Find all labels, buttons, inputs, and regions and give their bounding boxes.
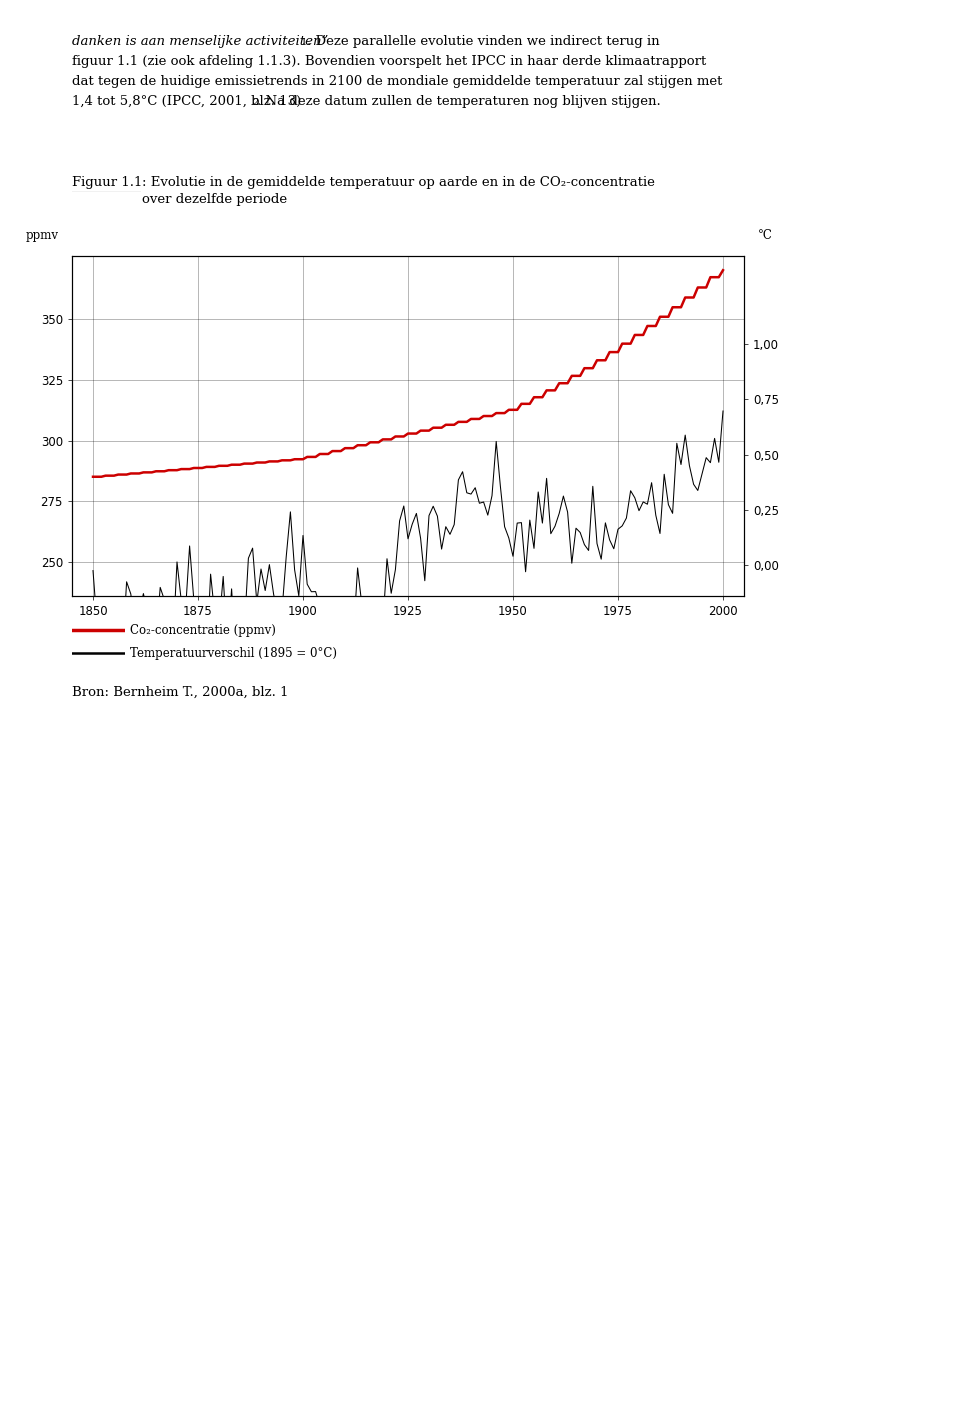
Text: Co₂-concentratie (ppmv): Co₂-concentratie (ppmv) xyxy=(130,623,276,638)
Text: Temperatuurverschil (1895 = 0°C): Temperatuurverschil (1895 = 0°C) xyxy=(130,646,337,660)
Text: . Deze parallelle evolutie vinden we indirect terug in: . Deze parallelle evolutie vinden we ind… xyxy=(307,36,660,48)
Text: Figuur 1.1: Figuur 1.1 xyxy=(72,176,142,189)
Text: dat tegen de huidige emissietrends in 2100 de mondiale gemiddelde temperatuur za: dat tegen de huidige emissietrends in 21… xyxy=(72,75,722,88)
Text: over dezelfde periode: over dezelfde periode xyxy=(142,193,287,206)
Text: figuur 1.1 (zie ook afdeling 1.1.3). Bovendien voorspelt het IPCC in haar derde : figuur 1.1 (zie ook afdeling 1.1.3). Bov… xyxy=(72,55,707,68)
Text: 1,4 tot 5,8°C (IPCC, 2001, blz. 13): 1,4 tot 5,8°C (IPCC, 2001, blz. 13) xyxy=(72,95,301,108)
Text: °C: °C xyxy=(757,229,772,241)
Text: 2: 2 xyxy=(252,98,259,106)
Text: : Evolutie in de gemiddelde temperatuur op aarde en in de CO₂-concentratie: : Evolutie in de gemiddelde temperatuur … xyxy=(142,176,655,189)
Text: danken is aan menselijke activiteiten”: danken is aan menselijke activiteiten” xyxy=(72,36,328,48)
Text: 1: 1 xyxy=(300,38,307,47)
Text: Bron: Bernheim T., 2000a, blz. 1: Bron: Bernheim T., 2000a, blz. 1 xyxy=(72,686,289,699)
Text: . Na deze datum zullen de temperaturen nog blijven stijgen.: . Na deze datum zullen de temperaturen n… xyxy=(257,95,661,108)
Text: ppmv: ppmv xyxy=(26,229,59,241)
